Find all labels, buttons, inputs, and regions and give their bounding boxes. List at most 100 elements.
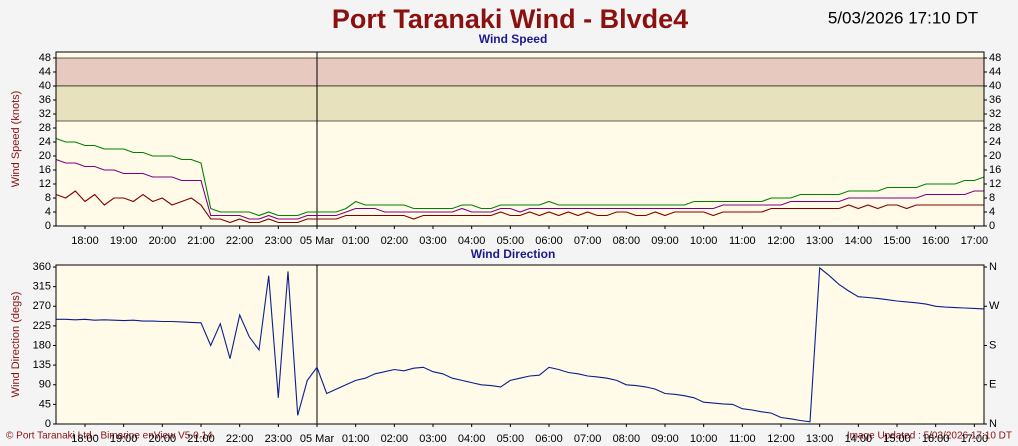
x-tick-label: 01:00 bbox=[342, 433, 370, 445]
x-tick-label: 19:00 bbox=[110, 235, 138, 247]
x-tick-label: 20:00 bbox=[149, 433, 177, 445]
x-tick-label: 12:00 bbox=[767, 433, 795, 445]
plot-frame bbox=[55, 264, 985, 425]
y-axis-label: Wind Direction (degs) bbox=[10, 292, 22, 398]
y-tick-label: 40 bbox=[39, 80, 51, 92]
series-line bbox=[55, 137, 985, 217]
y-tick-label: 28 bbox=[39, 122, 51, 134]
page-title: Port Taranaki Wind - Blvde4 bbox=[332, 4, 688, 34]
plot-frame bbox=[55, 51, 985, 227]
y2-tick-label: 48 bbox=[989, 52, 1001, 64]
x-tick-label: 10:00 bbox=[690, 235, 718, 247]
x-tick-label: 14:00 bbox=[845, 433, 873, 445]
series-line bbox=[55, 190, 984, 224]
x-tick-label: 15:00 bbox=[883, 235, 911, 247]
x-tick-label: 10:00 bbox=[690, 433, 718, 445]
y2-tick-label: 40 bbox=[989, 80, 1001, 92]
y-tick-label: 45 bbox=[39, 398, 51, 410]
x-tick-label: 18:00 bbox=[71, 433, 99, 445]
x-tick-label: 19:00 bbox=[110, 433, 138, 445]
x-tick-label: 04:00 bbox=[458, 235, 486, 247]
x-tick-label: 09:00 bbox=[651, 433, 679, 445]
y2-tick-label: S bbox=[989, 339, 996, 351]
y-axis-label: Wind Speed (knots) bbox=[10, 91, 22, 188]
x-tick-label: 14:00 bbox=[845, 235, 873, 247]
x-tick-label: 21:00 bbox=[187, 433, 215, 445]
y2-tick-label: 44 bbox=[989, 66, 1001, 78]
x-tick-label: 23:00 bbox=[265, 433, 293, 445]
series-line bbox=[55, 158, 984, 220]
y2-tick-label: W bbox=[989, 300, 1000, 312]
x-tick-label: 15:00 bbox=[883, 433, 911, 445]
y-tick-label: 360 bbox=[33, 261, 51, 273]
x-tick-label: 05 Mar bbox=[300, 235, 335, 247]
y-tick-label: 90 bbox=[39, 379, 51, 391]
x-tick-label: 02:00 bbox=[381, 433, 409, 445]
x-tick-label: 01:00 bbox=[342, 235, 370, 247]
y2-tick-label: N bbox=[989, 418, 997, 430]
y-tick-label: 315 bbox=[33, 281, 51, 293]
y2-tick-label: 32 bbox=[989, 108, 1001, 120]
y2-tick-label: 16 bbox=[989, 164, 1001, 176]
y-tick-label: 8 bbox=[45, 192, 51, 204]
y2-tick-label: N bbox=[989, 261, 997, 273]
x-tick-label: 08:00 bbox=[613, 433, 641, 445]
x-tick-label: 05 Mar bbox=[300, 433, 335, 445]
y2-tick-label: 24 bbox=[989, 136, 1001, 148]
x-tick-label: 11:00 bbox=[729, 433, 756, 445]
y2-tick-label: 8 bbox=[989, 192, 995, 204]
x-tick-label: 17:00 bbox=[961, 433, 989, 445]
x-tick-label: 05:00 bbox=[497, 433, 525, 445]
x-tick-label: 12:00 bbox=[767, 235, 795, 247]
x-tick-label: 08:00 bbox=[613, 235, 641, 247]
y2-tick-label: 28 bbox=[989, 122, 1001, 134]
x-tick-label: 06:00 bbox=[535, 433, 563, 445]
y2-tick-label: 20 bbox=[989, 150, 1001, 162]
y2-tick-label: 0 bbox=[989, 220, 995, 232]
update-time: Image Updated : 5/03/2026 17:10 DT bbox=[847, 431, 1012, 442]
x-tick-label: 09:00 bbox=[651, 235, 679, 247]
x-tick-label: 03:00 bbox=[419, 235, 447, 247]
x-tick-label: 05:00 bbox=[497, 235, 525, 247]
y-tick-label: 16 bbox=[39, 164, 51, 176]
x-tick-label: 13:00 bbox=[806, 235, 834, 247]
x-tick-label: 13:00 bbox=[806, 433, 834, 445]
y-tick-label: 36 bbox=[39, 94, 51, 106]
y-tick-label: 180 bbox=[33, 339, 51, 351]
x-tick-label: 16:00 bbox=[922, 433, 950, 445]
x-tick-label: 02:00 bbox=[381, 235, 409, 247]
x-tick-label: 22:00 bbox=[226, 235, 254, 247]
chart-subtitle: Wind Speed bbox=[479, 32, 548, 46]
series-line bbox=[56, 266, 985, 423]
x-tick-label: 17:00 bbox=[961, 235, 989, 247]
x-tick-label: 20:00 bbox=[149, 235, 177, 247]
x-tick-label: 22:00 bbox=[226, 433, 254, 445]
x-tick-label: 18:00 bbox=[71, 235, 99, 247]
x-tick-label: 21:00 bbox=[187, 235, 215, 247]
y-tick-label: 44 bbox=[39, 66, 51, 78]
y-tick-label: 135 bbox=[33, 359, 51, 371]
y-tick-label: 4 bbox=[45, 206, 51, 218]
x-tick-label: 16:00 bbox=[922, 235, 950, 247]
x-tick-label: 04:00 bbox=[458, 433, 486, 445]
y2-tick-label: 12 bbox=[989, 178, 1001, 190]
x-tick-label: 06:00 bbox=[535, 235, 563, 247]
x-tick-label: 23:00 bbox=[265, 235, 293, 247]
y-tick-label: 270 bbox=[33, 300, 51, 312]
zone-band bbox=[55, 57, 985, 87]
x-tick-label: 11:00 bbox=[729, 235, 756, 247]
y-tick-label: 0 bbox=[45, 418, 51, 430]
y-tick-label: 225 bbox=[33, 320, 51, 332]
x-tick-label: 07:00 bbox=[574, 235, 602, 247]
y-tick-label: 12 bbox=[39, 178, 51, 190]
x-tick-label: 07:00 bbox=[574, 433, 602, 445]
x-tick-label: 03:00 bbox=[419, 433, 447, 445]
y-tick-label: 32 bbox=[39, 108, 51, 120]
copyright: © Port Taranaki Ltd - Bimarine enView V5… bbox=[6, 431, 213, 442]
y-tick-label: 0 bbox=[45, 220, 51, 232]
y-tick-label: 48 bbox=[39, 52, 51, 64]
timestamp: 5/03/2026 17:10 DT bbox=[828, 8, 978, 27]
chart-subtitle: Wind Direction bbox=[471, 247, 556, 261]
y2-tick-label: 36 bbox=[989, 94, 1001, 106]
